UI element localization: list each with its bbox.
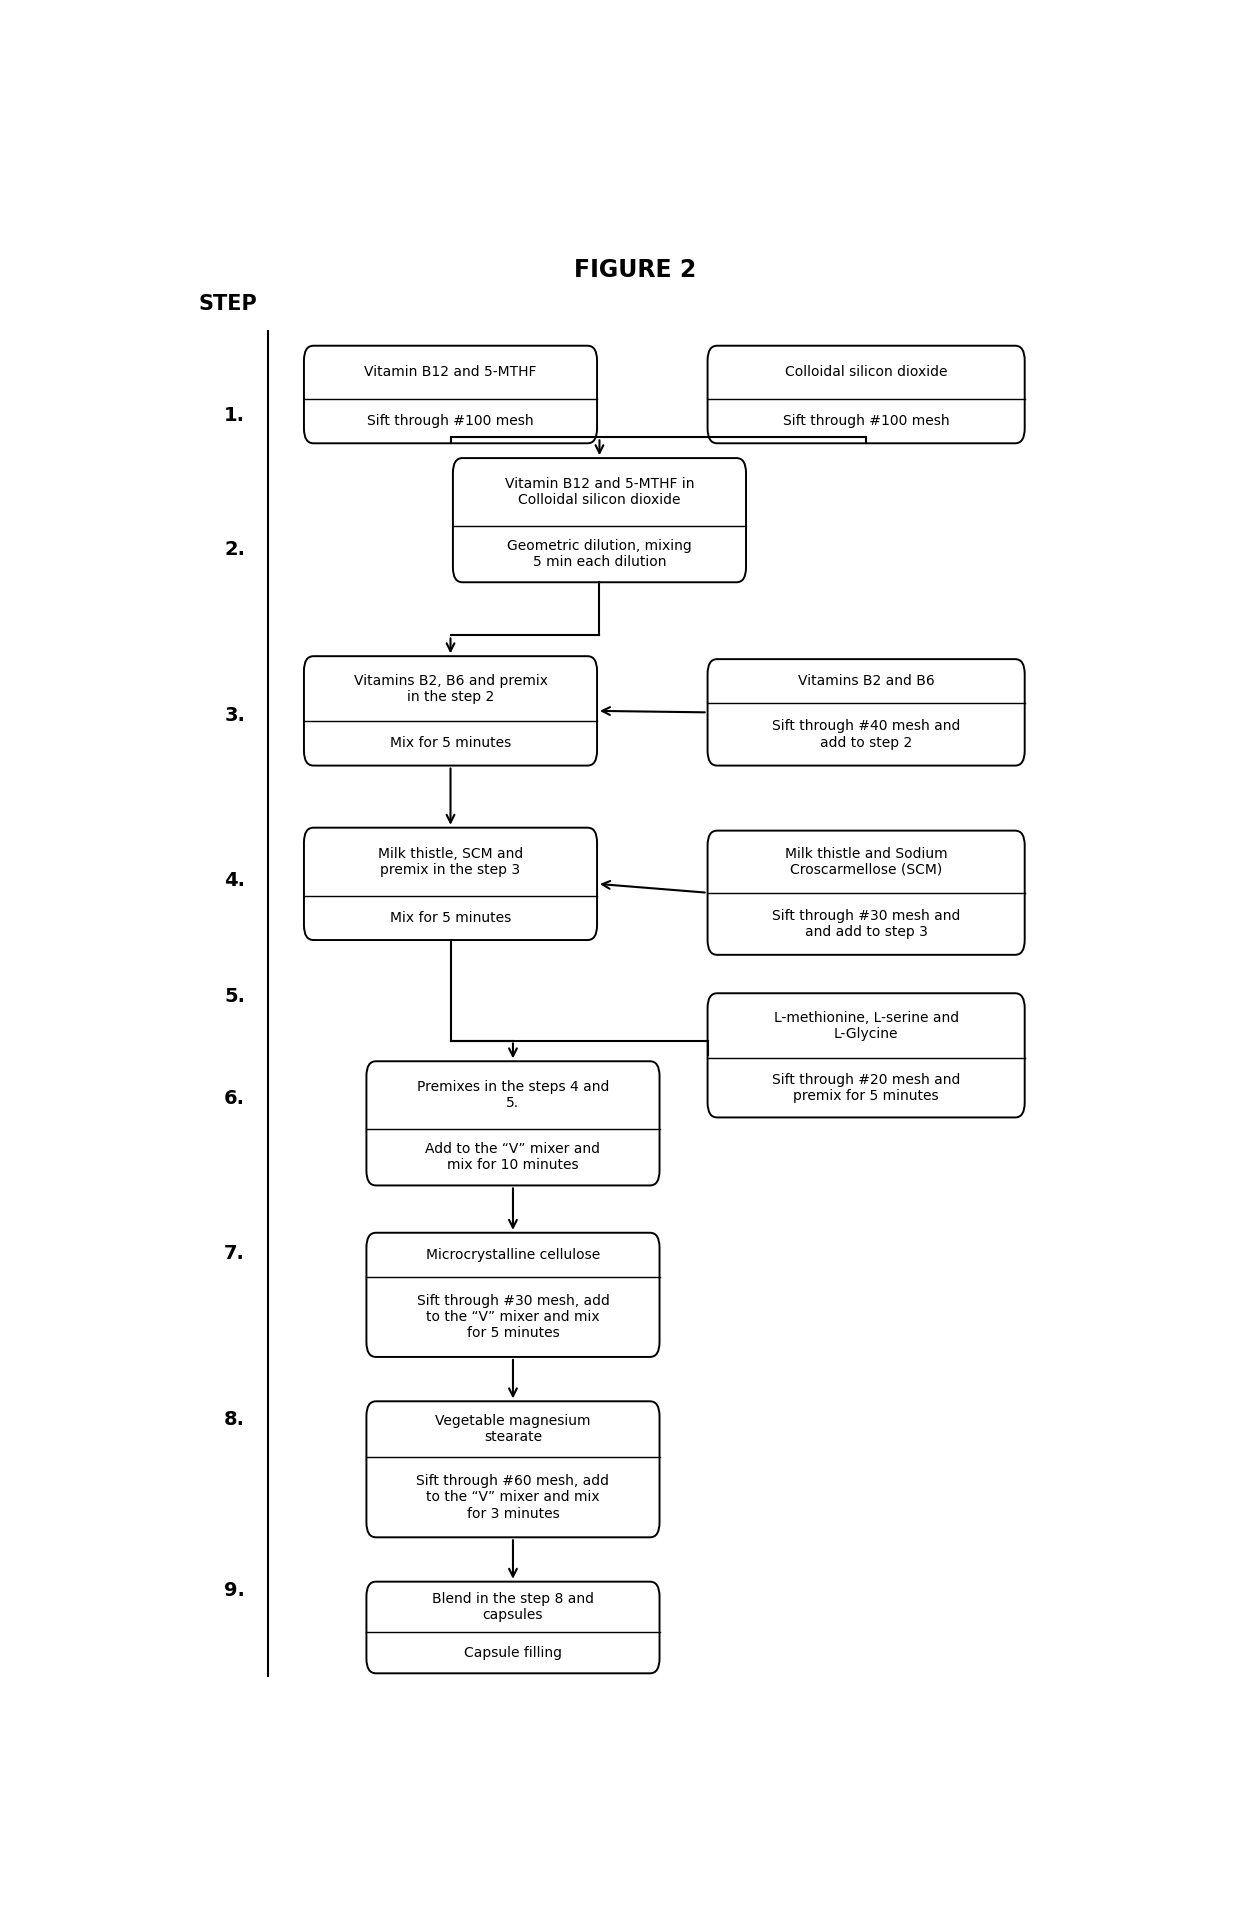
FancyBboxPatch shape [708, 346, 1024, 444]
Text: Milk thistle and Sodium
Croscarmellose (SCM): Milk thistle and Sodium Croscarmellose (… [785, 847, 947, 877]
Text: Vitamins B2 and B6: Vitamins B2 and B6 [797, 674, 935, 687]
Text: Sift through #30 mesh and
and add to step 3: Sift through #30 mesh and and add to ste… [773, 908, 960, 939]
Text: Capsule filling: Capsule filling [464, 1645, 562, 1659]
FancyBboxPatch shape [367, 1233, 660, 1357]
Text: Milk thistle, SCM and
premix in the step 3: Milk thistle, SCM and premix in the step… [378, 847, 523, 877]
FancyBboxPatch shape [708, 831, 1024, 954]
Text: STEP: STEP [198, 294, 257, 315]
Text: Vitamin B12 and 5-MTHF in
Colloidal silicon dioxide: Vitamin B12 and 5-MTHF in Colloidal sili… [505, 476, 694, 507]
Text: Vitamin B12 and 5-MTHF: Vitamin B12 and 5-MTHF [365, 365, 537, 380]
FancyBboxPatch shape [708, 993, 1024, 1117]
Text: 7.: 7. [224, 1244, 246, 1263]
FancyBboxPatch shape [708, 659, 1024, 766]
Text: L-methionine, L-serine and
L-Glycine: L-methionine, L-serine and L-Glycine [774, 1010, 959, 1041]
Text: Mix for 5 minutes: Mix for 5 minutes [389, 910, 511, 925]
Text: 2.: 2. [224, 540, 246, 559]
Text: Geometric dilution, mixing
5 min each dilution: Geometric dilution, mixing 5 min each di… [507, 540, 692, 568]
Text: Mix for 5 minutes: Mix for 5 minutes [389, 737, 511, 751]
Text: 1.: 1. [224, 405, 246, 424]
Text: Microcrystalline cellulose: Microcrystalline cellulose [425, 1248, 600, 1261]
Text: Colloidal silicon dioxide: Colloidal silicon dioxide [785, 365, 947, 380]
Text: FIGURE 2: FIGURE 2 [574, 259, 697, 282]
FancyBboxPatch shape [367, 1402, 660, 1538]
Text: 9.: 9. [224, 1580, 246, 1599]
Text: 4.: 4. [224, 872, 246, 891]
Text: 5.: 5. [224, 987, 246, 1006]
Text: Vitamins B2, B6 and premix
in the step 2: Vitamins B2, B6 and premix in the step 2 [353, 674, 548, 705]
FancyBboxPatch shape [453, 459, 746, 582]
Text: Vegetable magnesium
stearate: Vegetable magnesium stearate [435, 1415, 590, 1444]
Text: 6.: 6. [224, 1089, 246, 1108]
FancyBboxPatch shape [304, 346, 596, 444]
Text: 8.: 8. [224, 1409, 246, 1428]
Text: Sift through #100 mesh: Sift through #100 mesh [367, 415, 533, 428]
FancyBboxPatch shape [304, 828, 596, 941]
FancyBboxPatch shape [304, 657, 596, 766]
Text: Sift through #30 mesh, add
to the “V” mixer and mix
for 5 minutes: Sift through #30 mesh, add to the “V” mi… [417, 1294, 609, 1340]
Text: 3.: 3. [224, 707, 246, 726]
FancyBboxPatch shape [367, 1582, 660, 1674]
Text: Blend in the step 8 and
capsules: Blend in the step 8 and capsules [432, 1592, 594, 1622]
Text: Sift through #20 mesh and
premix for 5 minutes: Sift through #20 mesh and premix for 5 m… [773, 1073, 960, 1102]
Text: Sift through #60 mesh, add
to the “V” mixer and mix
for 3 minutes: Sift through #60 mesh, add to the “V” mi… [417, 1475, 610, 1521]
Text: Sift through #100 mesh: Sift through #100 mesh [782, 415, 950, 428]
FancyBboxPatch shape [367, 1062, 660, 1185]
Text: Sift through #40 mesh and
add to step 2: Sift through #40 mesh and add to step 2 [773, 720, 960, 749]
Text: Add to the “V” mixer and
mix for 10 minutes: Add to the “V” mixer and mix for 10 minu… [425, 1142, 600, 1173]
Text: Premixes in the steps 4 and
5.: Premixes in the steps 4 and 5. [417, 1081, 609, 1110]
